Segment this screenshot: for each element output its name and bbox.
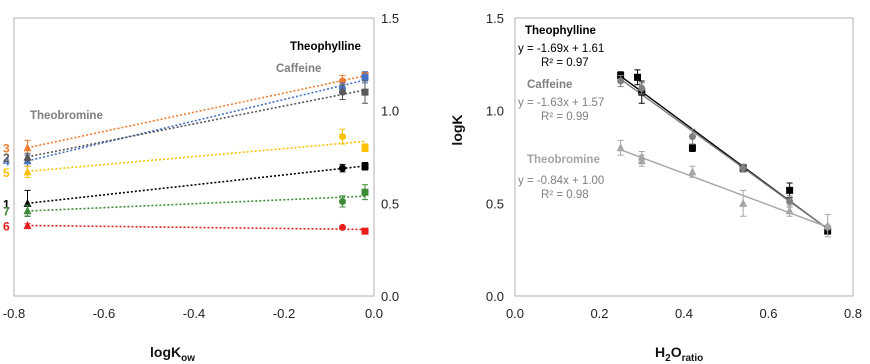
right-point-caffeine	[688, 133, 696, 141]
left-x-label-main: logK	[150, 344, 181, 360]
left-trend-line-3	[27, 75, 366, 149]
left-plot-frame	[13, 17, 375, 297]
left-point-series-7	[23, 206, 32, 215]
right-y-tick-label: 1.5	[486, 11, 504, 26]
right-plot-frame	[514, 17, 854, 297]
theobromine-label: Theobromine	[30, 110, 103, 122]
left-trend-line-2	[27, 89, 366, 158]
left-point-series-7	[361, 188, 369, 196]
left-point-series-5	[339, 133, 346, 141]
right-point-caffeine	[786, 197, 794, 205]
left-chart: -0.8 -0.6 -0.4 -0.2 0.00.00.51.01.5 3425176 …	[3, 11, 399, 364]
left-point-series-7	[339, 197, 346, 205]
left-point-series-4	[361, 73, 369, 81]
left-trend-line-6	[27, 224, 366, 231]
left-point-series-5	[361, 144, 369, 152]
theobromine-equation: y = -0.84x + 1.00	[518, 175, 604, 187]
caffeine-legend-name: Caffeine	[527, 79, 572, 91]
right-point-theobromine	[637, 156, 646, 165]
right-y-tick-label: 0.5	[486, 196, 504, 211]
left-series-number-7: 7	[3, 205, 10, 219]
right-point-theobromine	[785, 206, 794, 215]
left-point-series-1	[361, 162, 369, 170]
right-point-theophylline	[688, 144, 696, 152]
left-x-tick-label: 0.0	[365, 306, 383, 321]
left-tick-labels: -0.8 -0.6 -0.4 -0.2 0.0 0.0 0.5 1.0 1.5	[3, 11, 399, 321]
left-point-series-6	[361, 227, 369, 235]
left-y-tick-label: 0.5	[381, 196, 399, 211]
left-x-label-sub: ow	[181, 353, 195, 364]
right-point-caffeine	[617, 77, 625, 85]
theobromine-legend-name: Theobromine	[527, 154, 600, 166]
left-series-number-1: 1	[3, 197, 10, 211]
caffeine-label: Caffeine	[276, 63, 321, 75]
left-trend-line-7	[27, 195, 366, 212]
right-x-tick-label: 0.8	[844, 306, 862, 321]
left-point-series-2	[361, 88, 369, 96]
right-y-tick-label: 0.0	[486, 289, 504, 304]
right-x-tick-label: 0.4	[675, 306, 693, 321]
left-series-number-5: 5	[3, 166, 10, 180]
right-x-tick-label: 0.0	[506, 306, 524, 321]
left-trend-lines	[27, 75, 366, 231]
theophylline-equation: y = -1.69x + 1.61	[518, 43, 604, 55]
left-data-points	[23, 71, 369, 235]
right-trend-lines	[620, 75, 829, 230]
right-y-axis-label: logK	[449, 114, 465, 145]
left-series-number-2: 2	[3, 151, 10, 165]
left-y-tick-label: 0.0	[381, 289, 399, 304]
left-x-axis-label: logKow	[150, 344, 195, 364]
right-point-caffeine	[638, 84, 646, 92]
theophylline-r2: R² = 0.97	[541, 57, 589, 69]
right-point-caffeine	[739, 164, 747, 172]
theophylline-legend-name: Theophylline	[525, 25, 596, 37]
left-point-series-3	[23, 143, 32, 152]
right-x-label-o: O	[671, 344, 682, 360]
right-x-label-2: 2	[665, 353, 671, 364]
right-x-axis-label: H2Oratio	[655, 344, 703, 364]
right-point-theobromine	[823, 221, 832, 230]
left-point-series-1	[339, 164, 346, 172]
right-data-points	[616, 69, 832, 238]
right-point-theobromine	[616, 143, 625, 152]
left-point-series-6	[23, 221, 32, 230]
right-x-label-sub: ratio	[682, 353, 704, 364]
left-y-tick-label: 1.0	[381, 104, 399, 119]
left-point-series-5	[23, 167, 32, 176]
left-trend-line-4	[27, 79, 366, 162]
right-trend-line-caffeine	[620, 78, 829, 230]
right-point-theophylline	[634, 73, 642, 81]
right-point-theophylline	[786, 186, 794, 194]
right-x-tick-label: 0.6	[759, 306, 777, 321]
right-point-theobromine	[739, 198, 748, 207]
right-x-tick-label: 0.2	[590, 306, 608, 321]
theophylline-label: Theophylline	[290, 41, 361, 53]
left-series-number-3: 3	[3, 142, 10, 156]
right-x-label-h: H	[655, 344, 665, 360]
right-chart: 0.0 0.2 0.4 0.6 0.8 0.0 0.5 1.0 1.5 Theophylline…	[449, 11, 862, 364]
left-series-number-6: 6	[3, 220, 10, 234]
left-x-tick-label: -0.2	[273, 306, 295, 321]
caffeine-r2: R² = 0.99	[541, 111, 589, 123]
theobromine-r2: R² = 0.98	[541, 189, 589, 201]
left-series-number-4: 4	[3, 155, 10, 169]
left-trend-line-5	[27, 140, 366, 173]
left-x-tick-label: -0.8	[3, 306, 25, 321]
right-y-tick-label: 1.0	[486, 104, 504, 119]
right-tick-labels: 0.0 0.2 0.4 0.6 0.8 0.0 0.5 1.0 1.5	[486, 11, 862, 321]
left-y-tick-label: 1.5	[381, 11, 399, 26]
right-point-theobromine	[688, 167, 697, 176]
left-trend-line-1	[27, 165, 366, 205]
left-x-tick-label: -0.4	[183, 306, 205, 321]
left-point-series-2	[23, 152, 32, 161]
caffeine-equation: y = -1.63x + 1.57	[518, 97, 604, 109]
left-point-series-2	[339, 88, 346, 96]
right-trend-line-theobromine	[620, 149, 828, 228]
left-point-series-6	[339, 223, 346, 231]
left-x-tick-label: -0.6	[93, 306, 115, 321]
